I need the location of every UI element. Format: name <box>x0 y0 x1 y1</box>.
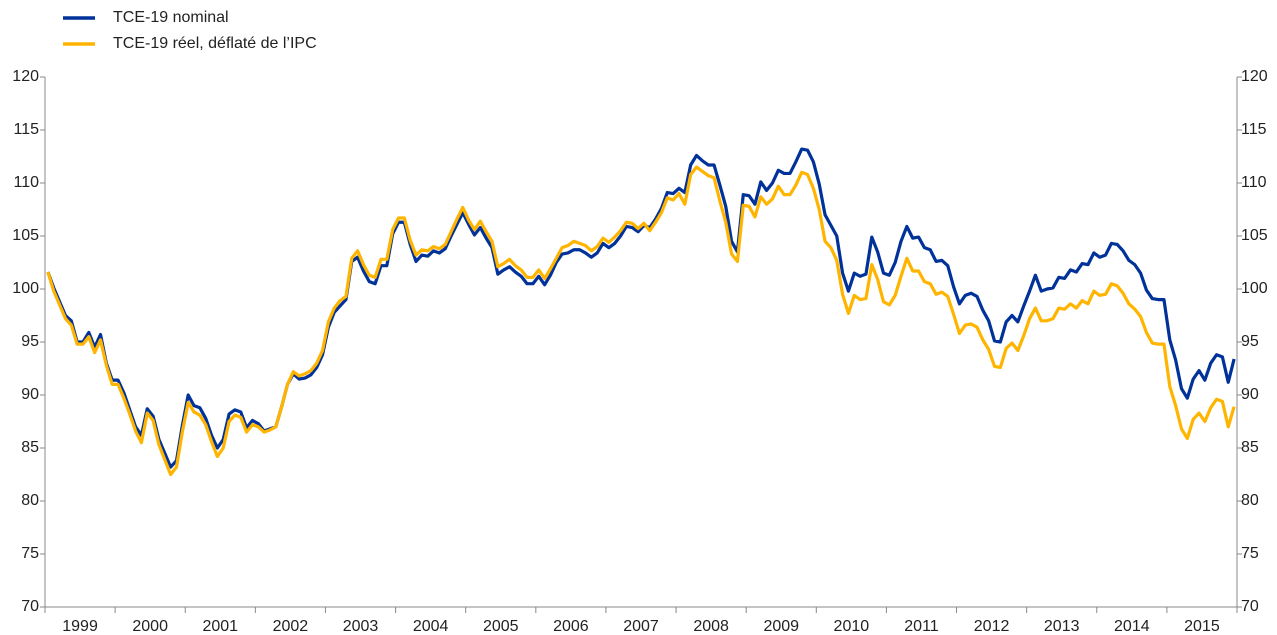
series-line <box>46 147 1236 469</box>
y-tick-label-right: 90 <box>1241 386 1259 403</box>
y-tick-label: 120 <box>12 68 39 85</box>
y-tick-label-right: 115 <box>1241 121 1267 138</box>
y-tick-label-right: 70 <box>1241 598 1259 615</box>
x-tick-label: 2014 <box>1114 618 1150 635</box>
y-tick-label-right: 105 <box>1241 227 1268 244</box>
y-tick-label-right: 80 <box>1241 492 1259 509</box>
y-tick-label: 85 <box>21 439 39 456</box>
y-tick-label: 110 <box>13 174 39 191</box>
x-tick-label: 1999 <box>62 618 98 635</box>
y-tick-label: 75 <box>21 545 39 562</box>
y-tick-label: 115 <box>13 121 39 138</box>
x-tick-label: 2013 <box>1044 618 1080 635</box>
y-tick-label: 100 <box>12 280 39 297</box>
y-tick-label: 80 <box>21 492 39 509</box>
x-tick-label: 2002 <box>273 618 309 635</box>
x-tick-label: 2005 <box>483 618 519 635</box>
x-tick-label: 2001 <box>202 618 238 635</box>
x-tick-label: 2010 <box>834 618 870 635</box>
y-tick-label-right: 110 <box>1241 174 1267 191</box>
y-tick-label-right: 120 <box>1241 68 1268 85</box>
y-tick-label: 95 <box>21 333 39 350</box>
x-tick-label: 2011 <box>904 618 939 635</box>
x-tick-label: 2015 <box>1184 618 1220 635</box>
y-tick-label-right: 85 <box>1241 439 1259 456</box>
x-tick-label: 2004 <box>413 618 449 635</box>
x-tick-label: 2009 <box>763 618 799 635</box>
legend-label: TCE-19 nominal <box>113 9 229 26</box>
x-tick-label: 2006 <box>553 618 589 635</box>
x-tick-label: 2008 <box>693 618 729 635</box>
x-tick-label: 2000 <box>132 618 168 635</box>
series-line <box>46 165 1236 477</box>
legend-label: TCE-19 réel, déflaté de l’IPC <box>113 35 317 52</box>
y-tick-label: 70 <box>21 598 39 615</box>
x-tick-label: 2003 <box>343 618 379 635</box>
y-tick-label: 90 <box>21 386 39 403</box>
y-tick-label-right: 100 <box>1241 280 1268 297</box>
y-tick-label-right: 75 <box>1241 545 1259 562</box>
x-tick-label: 2012 <box>974 618 1010 635</box>
y-tick-label-right: 95 <box>1241 333 1259 350</box>
y-tick-label: 105 <box>12 227 39 244</box>
x-tick-label: 2007 <box>623 618 659 635</box>
